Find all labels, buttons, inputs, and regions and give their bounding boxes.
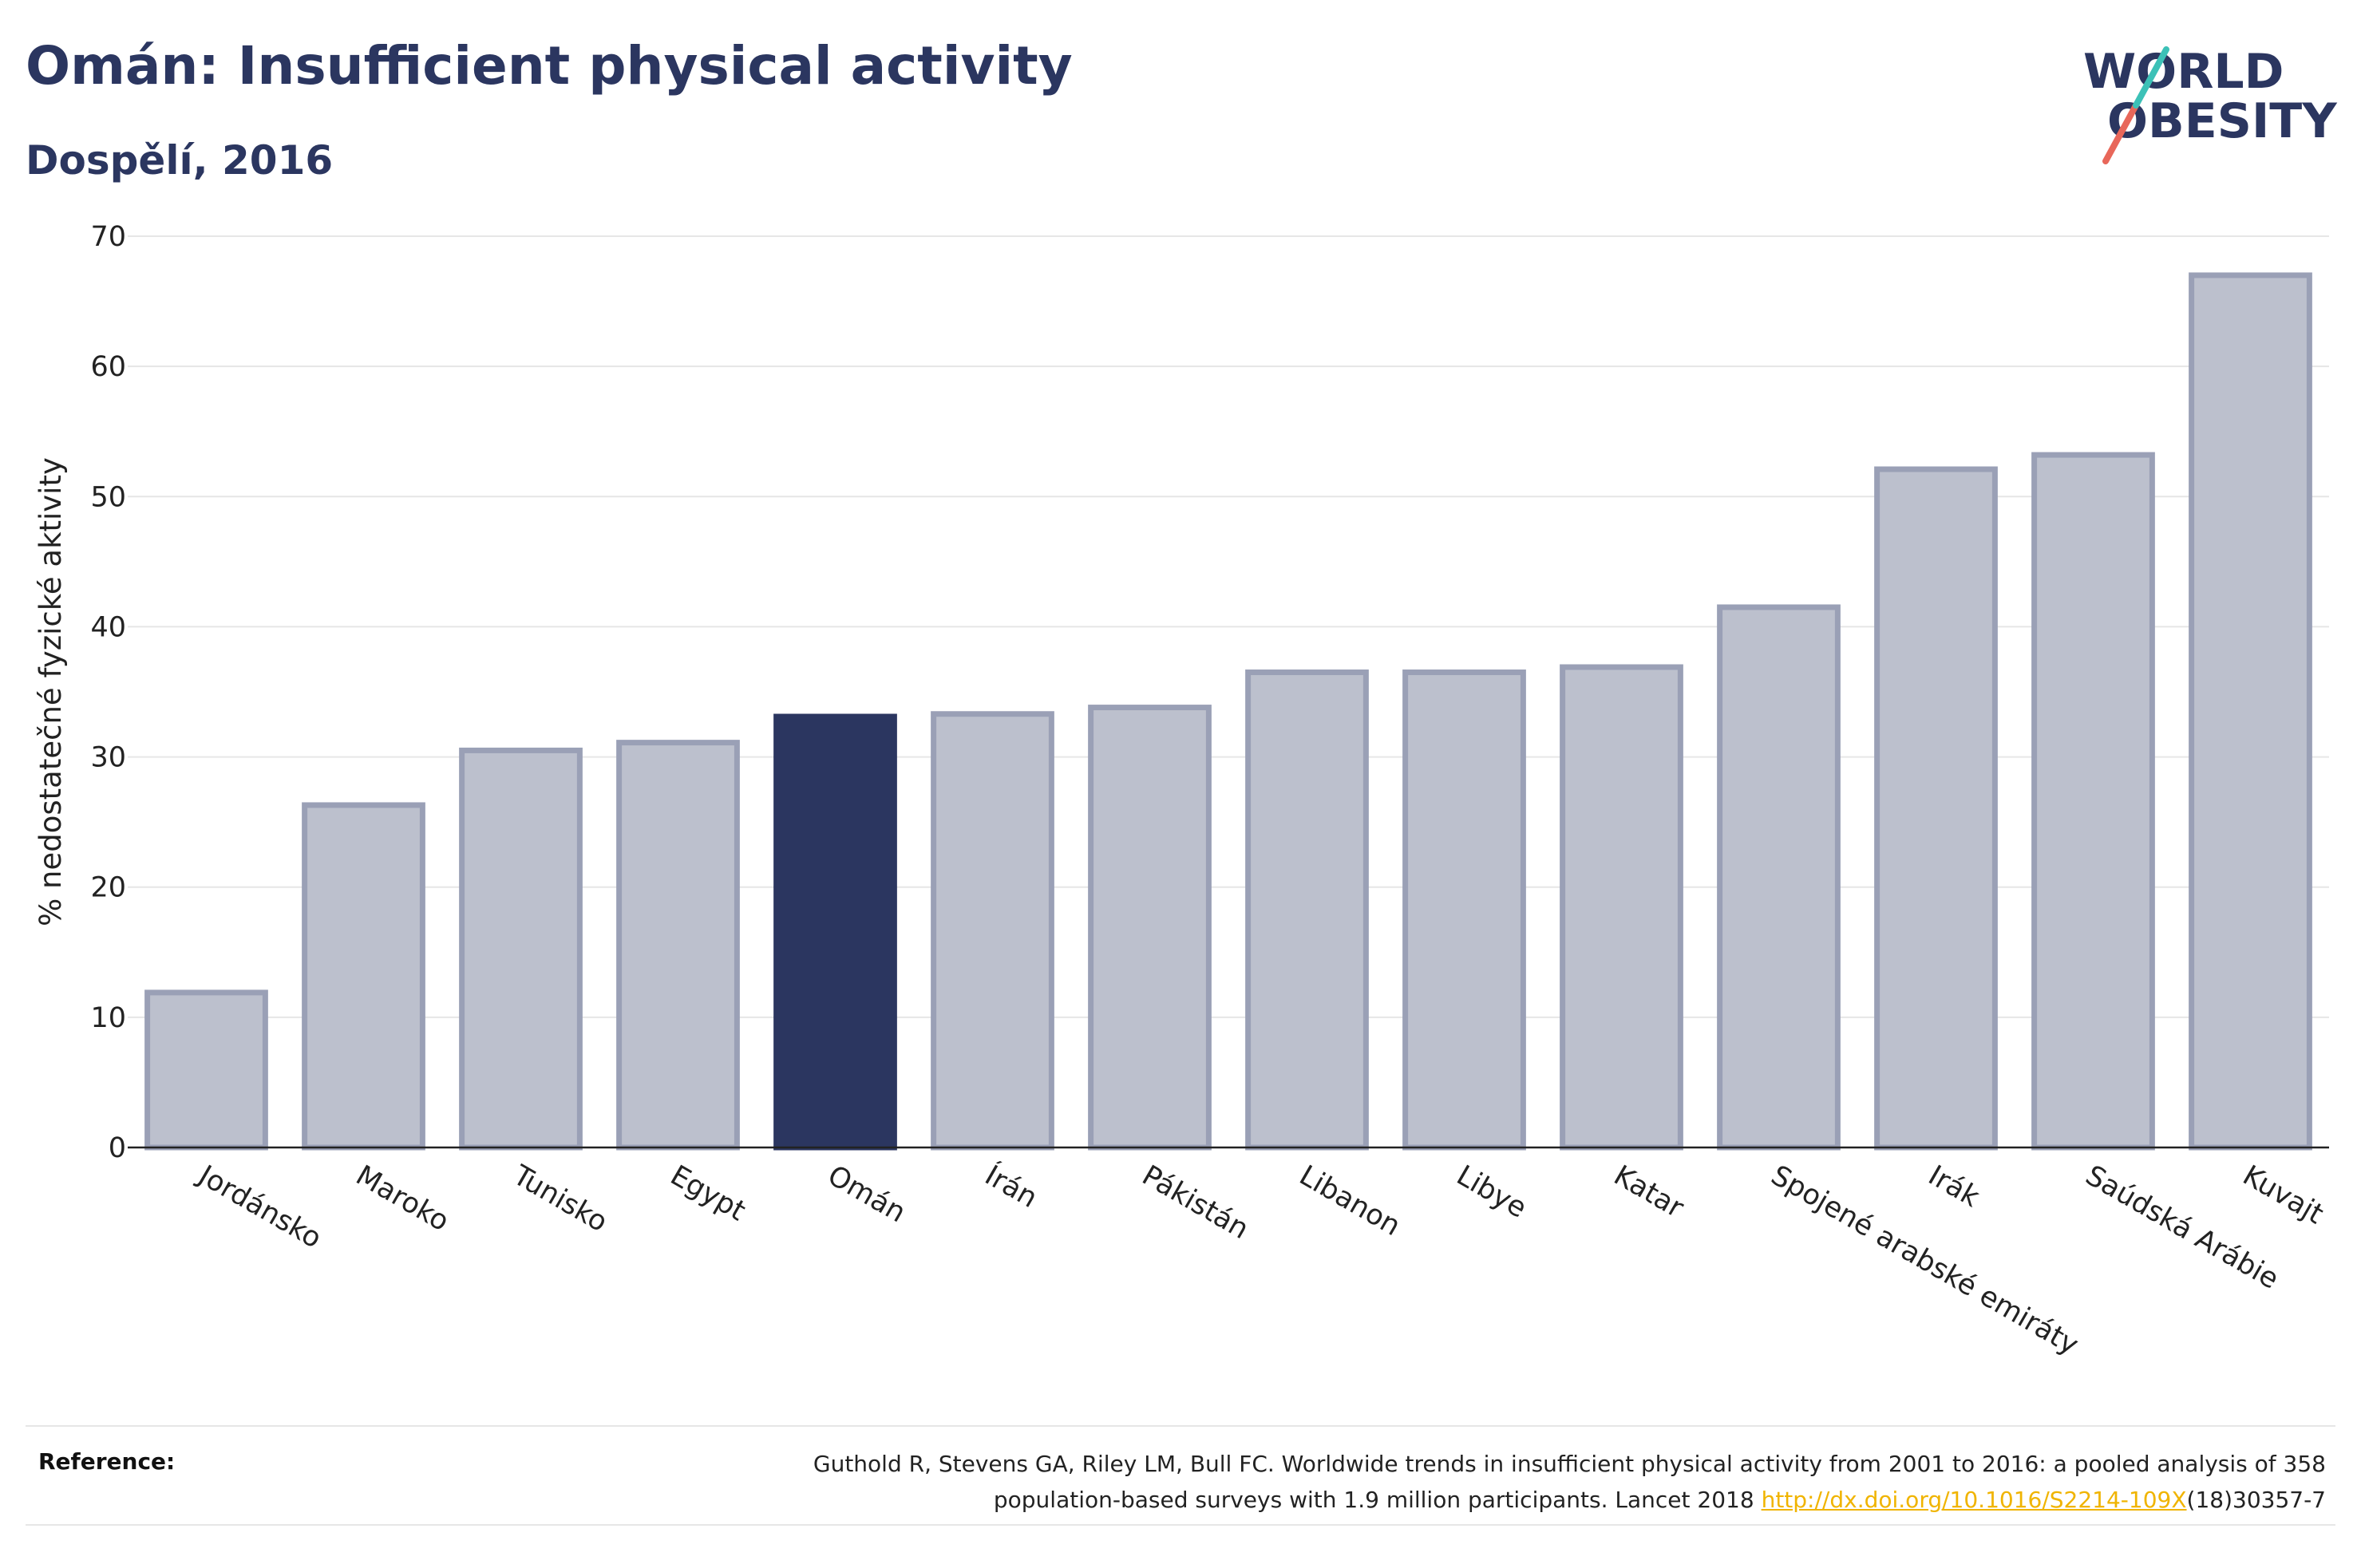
y-tick-label: 40 bbox=[90, 611, 126, 643]
bar-Libanon bbox=[1245, 669, 1369, 1151]
reference-text: Guthold R, Stevens GA, Riley LM, Bull FC… bbox=[490, 1446, 2326, 1518]
bar-Tunisko bbox=[459, 747, 583, 1151]
bar-Saúdská Arábie bbox=[2031, 452, 2155, 1151]
y-axis-ticks: 0 10 20 30 40 50 60 70 bbox=[90, 221, 126, 1164]
logo-slash-red bbox=[2102, 102, 2139, 164]
bar-Omán bbox=[773, 713, 897, 1151]
x-tick-label: Libanon bbox=[1294, 1159, 1406, 1242]
bar-Libye bbox=[1402, 669, 1526, 1151]
logo-slash-teal bbox=[2133, 46, 2169, 109]
x-tick-label: Omán bbox=[822, 1159, 911, 1229]
y-tick-label: 30 bbox=[90, 742, 126, 774]
x-tick-label: Katar bbox=[1608, 1159, 1689, 1225]
bars bbox=[144, 272, 2312, 1151]
x-tick-label: Spojené arabské emiráty bbox=[1766, 1159, 2083, 1361]
y-tick-label: 0 bbox=[109, 1132, 126, 1164]
reference-line2-start: population-based surveys with 1.9 millio… bbox=[993, 1487, 1762, 1513]
footer-divider-top bbox=[26, 1425, 2335, 1427]
logo-line1: WORLD bbox=[2083, 44, 2284, 100]
bar-chart: 0 10 20 30 40 50 60 70 Jordánsko Maroko Tunisko Eg… bbox=[34, 221, 2329, 1361]
bar-Maroko bbox=[302, 802, 425, 1151]
y-tick-label: 60 bbox=[90, 351, 126, 383]
reference-line2-end: (18)30357-7 bbox=[2186, 1487, 2326, 1513]
y-tick-label: 50 bbox=[90, 481, 126, 513]
chart-title: Omán: Insufficient physical activity bbox=[26, 35, 1073, 97]
x-tick-label: Jordánsko bbox=[192, 1159, 326, 1255]
bar-Kuvajt bbox=[2189, 272, 2312, 1151]
x-tick-label: Tunisko bbox=[507, 1159, 612, 1239]
bar-Spojené arabské emiráty bbox=[1717, 604, 1841, 1151]
y-tick-label: 20 bbox=[90, 872, 126, 904]
gridlines bbox=[128, 235, 2329, 1018]
chart-subtitle: Dospělí, 2016 bbox=[26, 137, 334, 184]
y-tick-label: 70 bbox=[90, 221, 126, 253]
bar-Egypt bbox=[616, 740, 740, 1151]
footer-divider-bottom bbox=[26, 1524, 2335, 1526]
reference-line1: Guthold R, Stevens GA, Riley LM, Bull FC… bbox=[813, 1451, 2326, 1477]
x-tick-label: Írán bbox=[979, 1158, 1043, 1215]
y-axis-title: % nedostatečné fyzické aktivity bbox=[34, 457, 68, 926]
x-tick-label: Pákistán bbox=[1137, 1159, 1254, 1246]
x-tick-label: Egypt bbox=[665, 1159, 750, 1227]
logo-line2: OBESITY bbox=[2107, 93, 2338, 149]
reference-label: Reference: bbox=[38, 1448, 176, 1475]
bar-Jordánsko bbox=[144, 989, 268, 1151]
x-tick-label: Libye bbox=[1451, 1159, 1532, 1224]
y-tick-label: 10 bbox=[90, 1002, 126, 1034]
reference-doi-link[interactable]: http://dx.doi.org/10.1016/S2214-109X bbox=[1761, 1487, 2187, 1513]
x-axis-labels: Jordánsko Maroko Tunisko Egypt Omán Írán Pákis… bbox=[192, 1158, 2328, 1361]
bar-Irák bbox=[1874, 466, 1998, 1151]
x-tick-label: Irák bbox=[1923, 1159, 1985, 1214]
bar-Írán bbox=[931, 711, 1054, 1151]
world-obesity-logo: WORLD OBESITY bbox=[2083, 44, 2338, 164]
x-tick-label: Maroko bbox=[350, 1159, 454, 1238]
bar-Pákistán bbox=[1088, 705, 1212, 1151]
bar-Katar bbox=[1560, 664, 1683, 1151]
x-tick-label: Kuvajt bbox=[2237, 1159, 2328, 1230]
